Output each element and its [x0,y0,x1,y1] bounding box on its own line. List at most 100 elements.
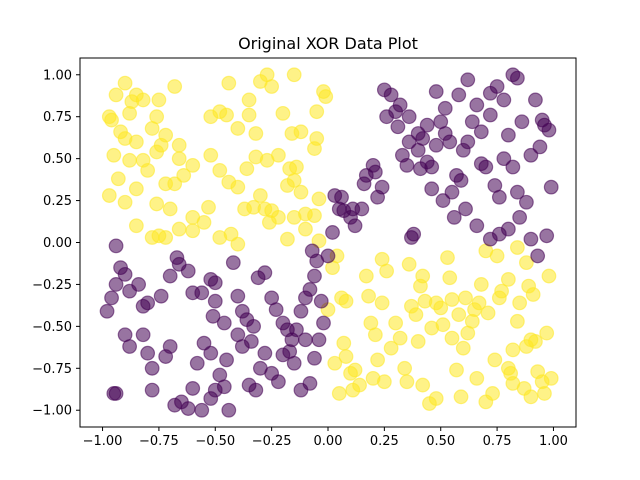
data-point [275,347,291,363]
data-point [347,362,363,378]
data-point [307,350,322,366]
data-point [487,352,503,368]
data-point [480,305,496,321]
data-point [316,315,331,331]
data-point [203,345,219,361]
data-point [171,137,187,153]
data-point [106,386,122,401]
data-point [336,203,352,219]
data-point [543,179,559,195]
data-point [309,131,325,146]
data-point [180,263,196,279]
data-point [374,295,390,311]
points-layer [99,67,559,418]
data-point [361,288,376,304]
data-point [108,277,124,292]
data-point [311,233,327,249]
data-point [298,221,313,237]
data-point [144,382,160,398]
data-point [509,313,525,329]
data-point [185,381,201,396]
data-point [451,87,467,103]
y-tick-label: 0.75 [43,110,72,125]
data-point [446,209,462,225]
data-point [280,178,295,193]
data-point [271,147,286,163]
data-point [413,161,428,177]
x-tick-label: −0.50 [195,434,235,449]
data-point [327,188,343,203]
data-point [122,105,138,121]
data-point [415,377,431,393]
data-point [316,84,331,99]
data-point [201,199,216,215]
data-point [144,360,160,376]
data-point [523,231,539,247]
data-point [428,391,444,406]
data-point [135,92,151,108]
data-point [392,330,408,346]
data-point [171,221,187,237]
data-point [223,226,239,242]
data-point [110,171,126,187]
data-point [207,275,223,291]
data-point [473,277,489,292]
data-point [286,67,302,83]
data-point [241,92,257,108]
data-point [415,268,431,284]
data-point [478,159,494,175]
data-point [169,250,185,266]
data-point [482,231,498,247]
data-point [356,176,372,192]
data-point [327,355,343,371]
data-point [196,214,212,230]
data-point [539,325,555,341]
data-point [313,293,329,309]
data-point [140,345,156,361]
data-point [131,277,147,292]
data-point [289,322,304,338]
data-point [101,188,117,203]
data-point [505,342,521,358]
data-point [241,377,257,393]
data-point [500,127,516,143]
data-point [230,288,246,304]
data-point [320,248,336,264]
data-point [523,389,539,405]
data-point [509,184,525,200]
data-point [158,176,174,192]
y-tick-label: 0.50 [43,152,72,167]
data-point [307,208,322,224]
data-point [410,334,426,349]
data-point [176,168,192,183]
data-point [338,293,354,309]
data-point [205,308,221,324]
data-point [268,302,284,317]
data-point [203,391,219,406]
data-point [442,134,458,150]
data-point [406,226,422,242]
data-point [162,268,178,284]
x-tick-label: −0.75 [139,434,179,449]
data-point [428,137,444,153]
data-point [473,124,489,140]
data-point [311,191,327,207]
data-point [167,79,183,94]
data-point [140,162,156,178]
data-point [453,173,469,188]
data-point [541,268,557,284]
data-point [293,303,309,319]
data-point [390,119,406,135]
data-point [122,339,138,354]
y-axis: −1.00 −0.75 −0.50 −0.25 0.00 0.25 0.50 0.75 1.00 [32,68,80,419]
data-point [449,362,464,378]
data-point [122,152,138,168]
data-point [460,134,476,150]
data-point [401,256,417,272]
data-point [336,335,352,351]
data-point [185,223,201,239]
data-point [401,109,417,125]
data-point [216,379,232,395]
data-point [104,112,119,128]
